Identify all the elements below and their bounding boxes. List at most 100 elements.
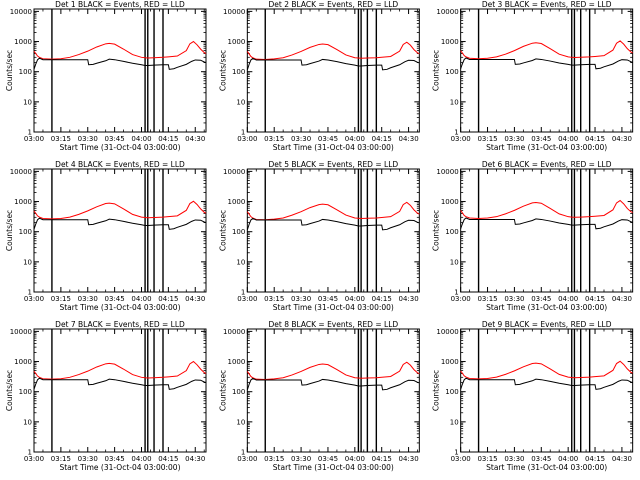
plot-frame bbox=[246, 328, 420, 453]
plot-frame bbox=[33, 168, 207, 293]
x-tick-label: 03:15 bbox=[51, 295, 71, 303]
x-tick-label: 03:45 bbox=[105, 135, 125, 143]
x-tick-label: 04:15 bbox=[585, 295, 605, 303]
lld-series-line bbox=[246, 361, 420, 380]
x-tick-label: 03:15 bbox=[51, 135, 71, 143]
x-tick-label: 03:45 bbox=[318, 135, 338, 143]
y-axis-label: Counts/sec bbox=[218, 50, 227, 91]
x-tick-label: 03:30 bbox=[504, 455, 524, 463]
x-tick-label: 04:15 bbox=[372, 295, 392, 303]
x-tick-label: 03:00 bbox=[451, 295, 471, 303]
x-tick-label: 04:30 bbox=[398, 135, 418, 143]
x-axis-label: Start Time (31-Oct-04 03:00:00) bbox=[486, 303, 607, 312]
y-tick-label: 10 bbox=[450, 98, 459, 106]
lld-series-line bbox=[33, 40, 207, 60]
y-tick-label: 10000 bbox=[223, 328, 245, 336]
y-tick-label: 10000 bbox=[436, 168, 458, 176]
y-tick-label: 10000 bbox=[436, 8, 458, 16]
y-tick-label: 1 bbox=[28, 289, 32, 297]
lld-series-line bbox=[460, 40, 633, 60]
detector-panel-6: Det 6 BLACK = Events, RED = LLD 1 10 100 100… bbox=[432, 160, 634, 312]
events-series-line bbox=[460, 57, 633, 70]
detector-panel-7: Det 7 BLACK = Events, RED = LLD 1 10 100 100… bbox=[5, 320, 207, 472]
panel-title: Det 3 BLACK = Events, RED = LLD bbox=[482, 0, 612, 9]
y-tick-label: 1 bbox=[454, 289, 458, 297]
x-tick-label: 03:45 bbox=[105, 295, 125, 303]
lld-series-line bbox=[246, 201, 420, 221]
events-series-line bbox=[460, 217, 633, 230]
x-tick-label: 03:15 bbox=[477, 295, 497, 303]
x-tick-label: 03:15 bbox=[477, 135, 497, 143]
panel-title: Det 5 BLACK = Events, RED = LLD bbox=[269, 160, 399, 169]
x-tick-label: 03:00 bbox=[24, 455, 44, 463]
panel-title: Det 6 BLACK = Events, RED = LLD bbox=[482, 160, 612, 169]
plot-frame bbox=[33, 328, 207, 453]
y-tick-label: 10000 bbox=[10, 168, 32, 176]
y-tick-label: 100 bbox=[445, 228, 458, 236]
y-axis-label: Counts/sec bbox=[218, 370, 227, 411]
plot-frame bbox=[33, 8, 207, 133]
y-tick-label: 100 bbox=[19, 388, 32, 396]
y-tick-label: 1000 bbox=[228, 358, 246, 366]
lld-series-line bbox=[33, 200, 207, 220]
y-tick-label: 1 bbox=[454, 129, 458, 137]
plot-frame bbox=[460, 8, 634, 133]
x-tick-label: 03:30 bbox=[78, 455, 98, 463]
x-tick-label: 04:00 bbox=[345, 455, 365, 463]
x-tick-label: 04:30 bbox=[612, 135, 632, 143]
x-tick-label: 03:30 bbox=[504, 135, 524, 143]
x-tick-label: 03:00 bbox=[237, 455, 257, 463]
events-series-line bbox=[246, 217, 420, 231]
lld-series-line bbox=[33, 360, 207, 380]
y-tick-label: 100 bbox=[445, 388, 458, 396]
events-series-line bbox=[33, 217, 207, 230]
y-tick-label: 10000 bbox=[10, 8, 32, 16]
y-tick-label: 1000 bbox=[441, 198, 459, 206]
y-tick-label: 100 bbox=[232, 68, 245, 76]
x-tick-label: 04:00 bbox=[131, 455, 151, 463]
x-tick-label: 03:15 bbox=[477, 455, 497, 463]
x-axis-label: Start Time (31-Oct-04 03:00:00) bbox=[486, 143, 607, 152]
x-tick-label: 03:00 bbox=[451, 135, 471, 143]
y-tick-label: 1 bbox=[241, 129, 245, 137]
y-axis-label: Counts/sec bbox=[5, 50, 14, 91]
panel-title: Det 4 BLACK = Events, RED = LLD bbox=[55, 160, 185, 169]
x-tick-label: 04:15 bbox=[372, 135, 392, 143]
x-tick-label: 04:30 bbox=[185, 295, 205, 303]
x-tick-label: 03:30 bbox=[504, 295, 524, 303]
x-tick-label: 03:15 bbox=[264, 295, 284, 303]
x-tick-label: 03:00 bbox=[24, 295, 44, 303]
x-axis-label: Start Time (31-Oct-04 03:00:00) bbox=[59, 303, 180, 312]
y-tick-label: 10 bbox=[450, 418, 459, 426]
y-tick-label: 10 bbox=[236, 418, 245, 426]
x-tick-label: 03:45 bbox=[531, 455, 551, 463]
detector-panel-5: Det 5 BLACK = Events, RED = LLD 1 10 100 100… bbox=[218, 160, 420, 312]
detector-panel-8: Det 8 BLACK = Events, RED = LLD 1 10 100 100… bbox=[218, 320, 420, 472]
x-tick-label: 03:00 bbox=[24, 135, 44, 143]
x-tick-label: 04:00 bbox=[131, 135, 151, 143]
y-tick-label: 100 bbox=[445, 68, 458, 76]
y-tick-label: 10000 bbox=[10, 328, 32, 336]
x-tick-label: 03:30 bbox=[78, 135, 98, 143]
y-tick-label: 1 bbox=[28, 129, 32, 137]
y-tick-label: 1000 bbox=[441, 38, 459, 46]
y-tick-label: 10000 bbox=[223, 8, 245, 16]
detector-panel-4: Det 4 BLACK = Events, RED = LLD 1 10 100 100… bbox=[5, 160, 207, 312]
y-tick-label: 10 bbox=[23, 258, 32, 266]
events-series-line bbox=[246, 377, 420, 391]
x-tick-label: 03:30 bbox=[291, 135, 311, 143]
x-tick-label: 03:45 bbox=[318, 295, 338, 303]
x-tick-label: 04:15 bbox=[158, 455, 178, 463]
events-series-line bbox=[33, 377, 207, 390]
x-tick-label: 04:00 bbox=[558, 455, 578, 463]
y-tick-label: 1000 bbox=[14, 198, 32, 206]
x-tick-label: 04:00 bbox=[345, 295, 365, 303]
lld-series-line bbox=[246, 41, 420, 60]
x-axis-label: Start Time (31-Oct-04 03:00:00) bbox=[59, 143, 180, 152]
y-tick-label: 1 bbox=[454, 449, 458, 457]
y-tick-label: 100 bbox=[19, 228, 32, 236]
y-tick-label: 1 bbox=[28, 449, 32, 457]
x-tick-label: 03:30 bbox=[291, 295, 311, 303]
plot-frame bbox=[460, 168, 634, 293]
